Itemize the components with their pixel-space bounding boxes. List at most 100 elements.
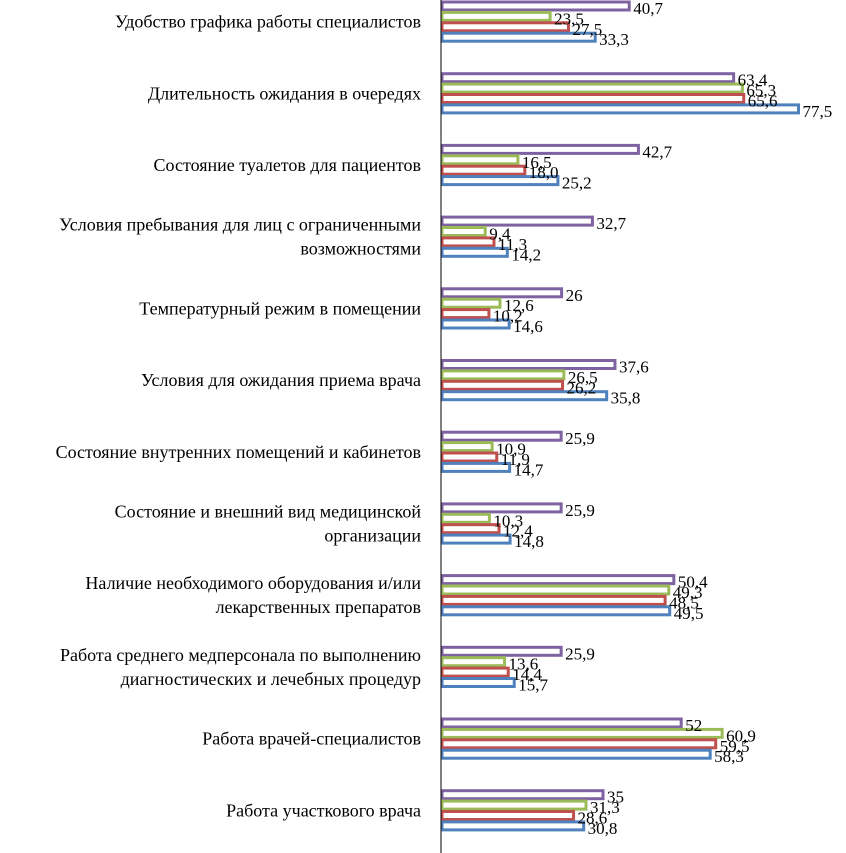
category-label-line: диагностических и лечебных процедур (121, 669, 421, 689)
bar-series-purple-9 (440, 574, 676, 586)
category-label: Удобство графика работы специалистов (115, 12, 421, 32)
value-label-series-purple-3: 42,7 (642, 142, 672, 161)
bar-series-purple-4 (440, 215, 594, 227)
bar-series-green-11 (440, 727, 724, 739)
category-label: Работа врачей-специалистов (202, 729, 421, 749)
bar-series-red-2 (440, 93, 746, 104)
value-label-series-purple-11: 52 (685, 716, 702, 735)
value-label-series-green-8: 10,3 (493, 511, 523, 530)
category-label-line: Наличие необходимого оборудования и/или (85, 573, 421, 593)
bar-series-purple-7 (440, 430, 563, 442)
value-label-series-green-12: 31,3 (590, 798, 620, 817)
value-label-series-purple-5: 26 (566, 286, 583, 305)
bar-series-blue-9 (440, 605, 672, 617)
value-label-series-blue-2: 77,5 (803, 102, 833, 121)
category-labels-layer: Удобство графика работы специалистов Длит… (56, 12, 422, 821)
category-label-line: Состояние и внешний вид медицинской (115, 502, 422, 522)
category-label-line: Работа врачей-специалистов (202, 729, 421, 749)
value-label-series-purple-2: 63,4 (738, 71, 768, 90)
value-label-series-red-7: 11,9 (501, 450, 530, 469)
bar-series-green-10 (440, 656, 507, 668)
value-label-series-purple-7: 25,9 (565, 429, 595, 448)
value-label-series-green-1: 23,5 (554, 9, 584, 28)
bar-series-blue-4 (440, 246, 509, 258)
bar-series-purple-5 (440, 287, 564, 299)
value-label-series-green-10: 13,6 (509, 655, 539, 674)
category-label: Работа участкового врача (226, 800, 421, 820)
bar-series-blue-12 (440, 820, 586, 832)
value-label-series-red-4: 11,3 (498, 235, 527, 254)
value-label-series-blue-6: 35,8 (611, 389, 641, 408)
category-label: Условия для ожидания приема врача (141, 370, 421, 390)
category-label-line: Состояние внутренних помещений и кабинет… (56, 442, 421, 462)
bar-series-blue-3 (440, 175, 560, 187)
value-label-series-red-10: 14,4 (512, 665, 542, 684)
value-label-series-purple-12: 35 (607, 788, 624, 807)
bar-series-red-8 (440, 523, 501, 535)
value-label-series-blue-5: 14,6 (513, 317, 543, 336)
value-label-series-green-9: 49,3 (673, 583, 703, 602)
bar-series-green-5 (440, 297, 502, 309)
bar-series-green-9 (440, 584, 671, 596)
category-label: Условия пребывания для лиц с ограниченны… (59, 215, 421, 259)
value-label-series-red-11: 59,5 (720, 737, 750, 756)
value-label-series-green-4: 9,4 (489, 225, 511, 244)
bar-series-blue-6 (440, 390, 609, 402)
bar-series-purple-8 (440, 502, 563, 514)
bar-series-green-1 (440, 10, 552, 22)
value-label-series-blue-8: 14,8 (514, 532, 544, 551)
value-label-series-purple-10: 25,9 (565, 644, 595, 663)
value-label-series-red-9: 48,5 (669, 593, 699, 612)
category-label-line: Условия для ожидания приема врача (141, 370, 421, 390)
category-label: Состояние внутренних помещений и кабинет… (56, 442, 421, 462)
value-label-series-green-6: 26,5 (568, 368, 598, 387)
bar-series-purple-3 (440, 143, 640, 155)
bar-series-blue-8 (440, 533, 512, 545)
category-label: Температурный режим в помещении (139, 298, 421, 318)
category-label: Длительность ожидания в очередях (148, 83, 421, 103)
category-label: Работа среднего медперсонала по выполнен… (60, 645, 421, 689)
value-label-series-blue-12: 30,8 (588, 819, 618, 838)
value-labels-layer: 40,7 23,527,533,3 63,465,365,6 77,5 42,7 16,5… (489, 0, 832, 838)
value-label-series-blue-7: 14,7 (514, 460, 544, 479)
value-label-series-red-5: 10,2 (493, 307, 523, 326)
value-label-series-purple-6: 37,6 (619, 358, 649, 377)
value-label-series-blue-11: 58,3 (714, 747, 744, 766)
bar-series-red-9 (440, 594, 667, 606)
bar-series-blue-2 (440, 103, 800, 115)
bar-series-green-8 (440, 512, 491, 524)
value-label-series-red-3: 18,0 (529, 163, 559, 182)
bar-series-red-10 (440, 666, 510, 678)
category-label-line: Длительность ожидания в очередях (148, 83, 421, 103)
value-label-series-green-2: 65,3 (746, 81, 776, 100)
value-label-series-blue-1: 33,3 (599, 30, 629, 49)
bar-series-green-3 (440, 154, 520, 166)
category-label-line: Условия пребывания для лиц с ограниченны… (59, 215, 421, 235)
bars-layer (440, 0, 800, 832)
bar-series-red-5 (440, 308, 491, 320)
bar-series-red-4 (440, 236, 496, 248)
bar-series-purple-2 (440, 72, 736, 84)
value-label-series-red-8: 12,4 (503, 522, 533, 541)
bar-series-red-6 (440, 379, 565, 391)
bar-series-purple-6 (440, 359, 617, 370)
bar-series-green-12 (440, 799, 588, 811)
bar-series-green-2 (440, 82, 744, 94)
category-label-line: Температурный режим в помещении (139, 298, 421, 318)
bar-series-red-12 (440, 810, 576, 821)
bar-series-red-7 (440, 451, 499, 463)
value-label-series-blue-9: 49,5 (674, 604, 704, 623)
bar-series-green-6 (440, 369, 566, 381)
value-label-series-green-11: 60,9 (726, 726, 756, 745)
bar-series-green-7 (440, 441, 494, 453)
value-label-series-green-7: 10,9 (496, 440, 526, 459)
bar-series-blue-10 (440, 677, 516, 688)
bar-series-blue-5 (440, 318, 511, 330)
value-label-series-blue-3: 25,2 (562, 174, 592, 193)
value-label-series-blue-4: 14,2 (511, 245, 541, 264)
value-label-series-red-6: 26,2 (567, 378, 597, 397)
bar-series-red-3 (440, 164, 527, 176)
value-label-series-red-1: 27,5 (573, 20, 603, 39)
bar-series-green-4 (440, 226, 487, 237)
